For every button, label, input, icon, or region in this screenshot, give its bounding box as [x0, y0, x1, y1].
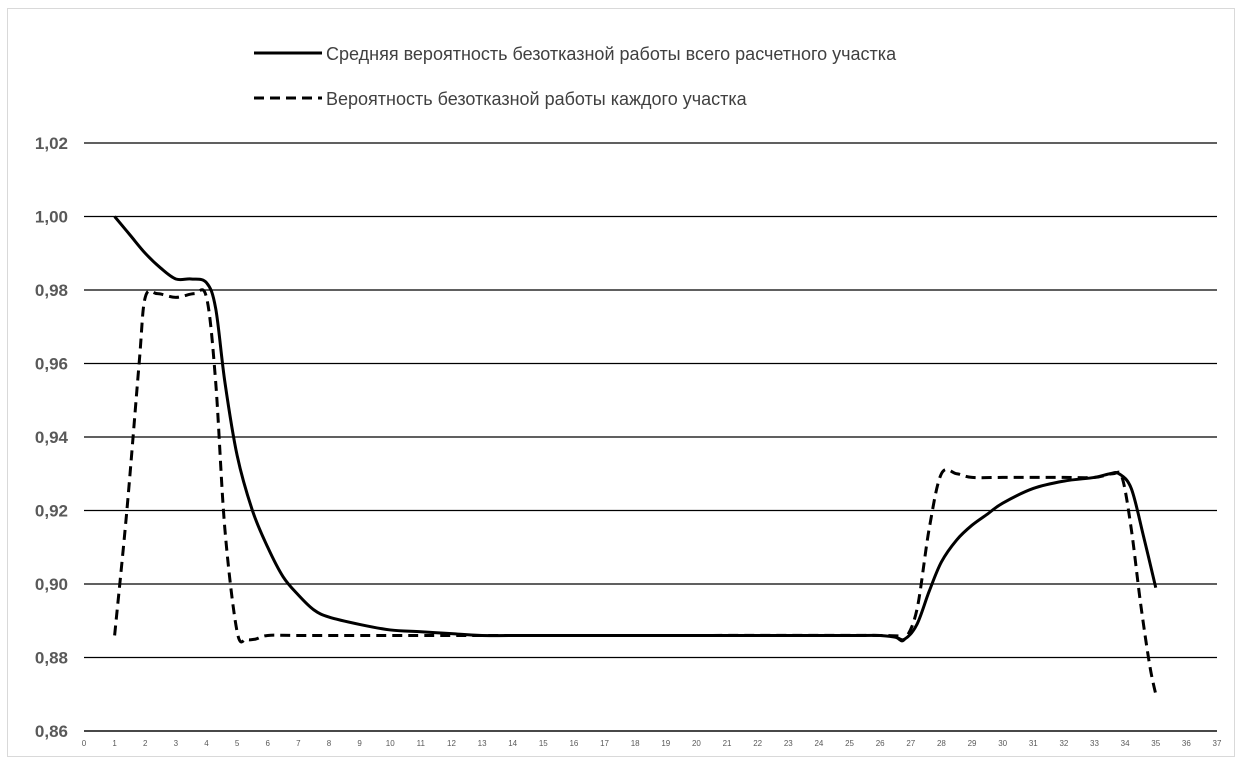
y-tick-label: 1,02 — [35, 134, 68, 153]
y-tick-label: 0,86 — [35, 722, 68, 741]
x-tick-label: 13 — [478, 739, 487, 748]
series-line-dashed — [113, 288, 1158, 695]
x-tick-label: 1 — [112, 739, 117, 748]
x-tick-label: 35 — [1151, 739, 1160, 748]
legend-label-solid: Средняя вероятность безотказной работы в… — [326, 44, 897, 64]
x-tick-label: 2 — [143, 739, 148, 748]
x-tick-label: 18 — [631, 739, 640, 748]
x-tick-label: 31 — [1029, 739, 1038, 748]
x-tick-label: 19 — [661, 739, 670, 748]
x-tick-label: 10 — [386, 739, 395, 748]
series-line-solid — [113, 215, 1158, 642]
x-tick-label: 23 — [784, 739, 793, 748]
x-tick-label: 16 — [569, 739, 578, 748]
x-tick-label: 5 — [235, 739, 240, 748]
y-tick-label: 0,96 — [35, 355, 68, 374]
x-tick-label: 21 — [723, 739, 732, 748]
x-tick-label: 9 — [357, 739, 362, 748]
grid-lines — [84, 142, 1217, 732]
x-tick-label: 14 — [508, 739, 517, 748]
chart-frame — [7, 8, 1235, 757]
x-tick-label: 29 — [968, 739, 977, 748]
y-axis: 0,86 0,88 0,90 0,92 0,94 0,96 0,98 1,00 1,02 — [35, 134, 69, 741]
x-tick-label: 7 — [296, 739, 301, 748]
x-tick-label: 22 — [753, 739, 762, 748]
x-tick-label: 17 — [600, 739, 609, 748]
x-tick-label: 32 — [1059, 739, 1068, 748]
y-tick-label: 1,00 — [35, 208, 68, 227]
legend-label-dashed: Вероятность безотказной работы каждого у… — [326, 89, 748, 109]
series-lines — [113, 215, 1158, 695]
x-tick-label: 26 — [876, 739, 885, 748]
x-tick-label: 0 — [82, 739, 87, 748]
x-tick-label: 24 — [814, 739, 823, 748]
x-tick-label: 20 — [692, 739, 701, 748]
x-tick-label: 36 — [1182, 739, 1191, 748]
x-tick-label: 4 — [204, 739, 209, 748]
y-tick-label: 0,98 — [35, 281, 68, 300]
x-tick-label: 27 — [906, 739, 915, 748]
x-tick-label: 33 — [1090, 739, 1099, 748]
x-tick-label: 8 — [327, 739, 332, 748]
x-tick-label: 15 — [539, 739, 548, 748]
x-tick-label: 6 — [266, 739, 271, 748]
x-tick-label: 11 — [417, 739, 426, 748]
x-tick-label: 37 — [1213, 739, 1222, 748]
legend: Средняя вероятность безотказной работы в… — [254, 44, 897, 109]
y-tick-label: 0,92 — [35, 502, 68, 521]
y-tick-label: 0,94 — [35, 428, 69, 447]
x-tick-label: 34 — [1121, 739, 1130, 748]
x-tick-label: 12 — [447, 739, 456, 748]
y-tick-label: 0,88 — [35, 649, 68, 668]
x-tick-label: 3 — [174, 739, 179, 748]
x-axis: 0 1 2 3 4 5 6 7 8 9 10 11 12 13 14 15 16 17 18 19 20 21 22 23 24… — [82, 730, 1222, 748]
x-tick-label: 28 — [937, 739, 946, 748]
y-tick-label: 0,90 — [35, 575, 68, 594]
x-tick-label: 30 — [998, 739, 1007, 748]
x-tick-label: 25 — [845, 739, 854, 748]
